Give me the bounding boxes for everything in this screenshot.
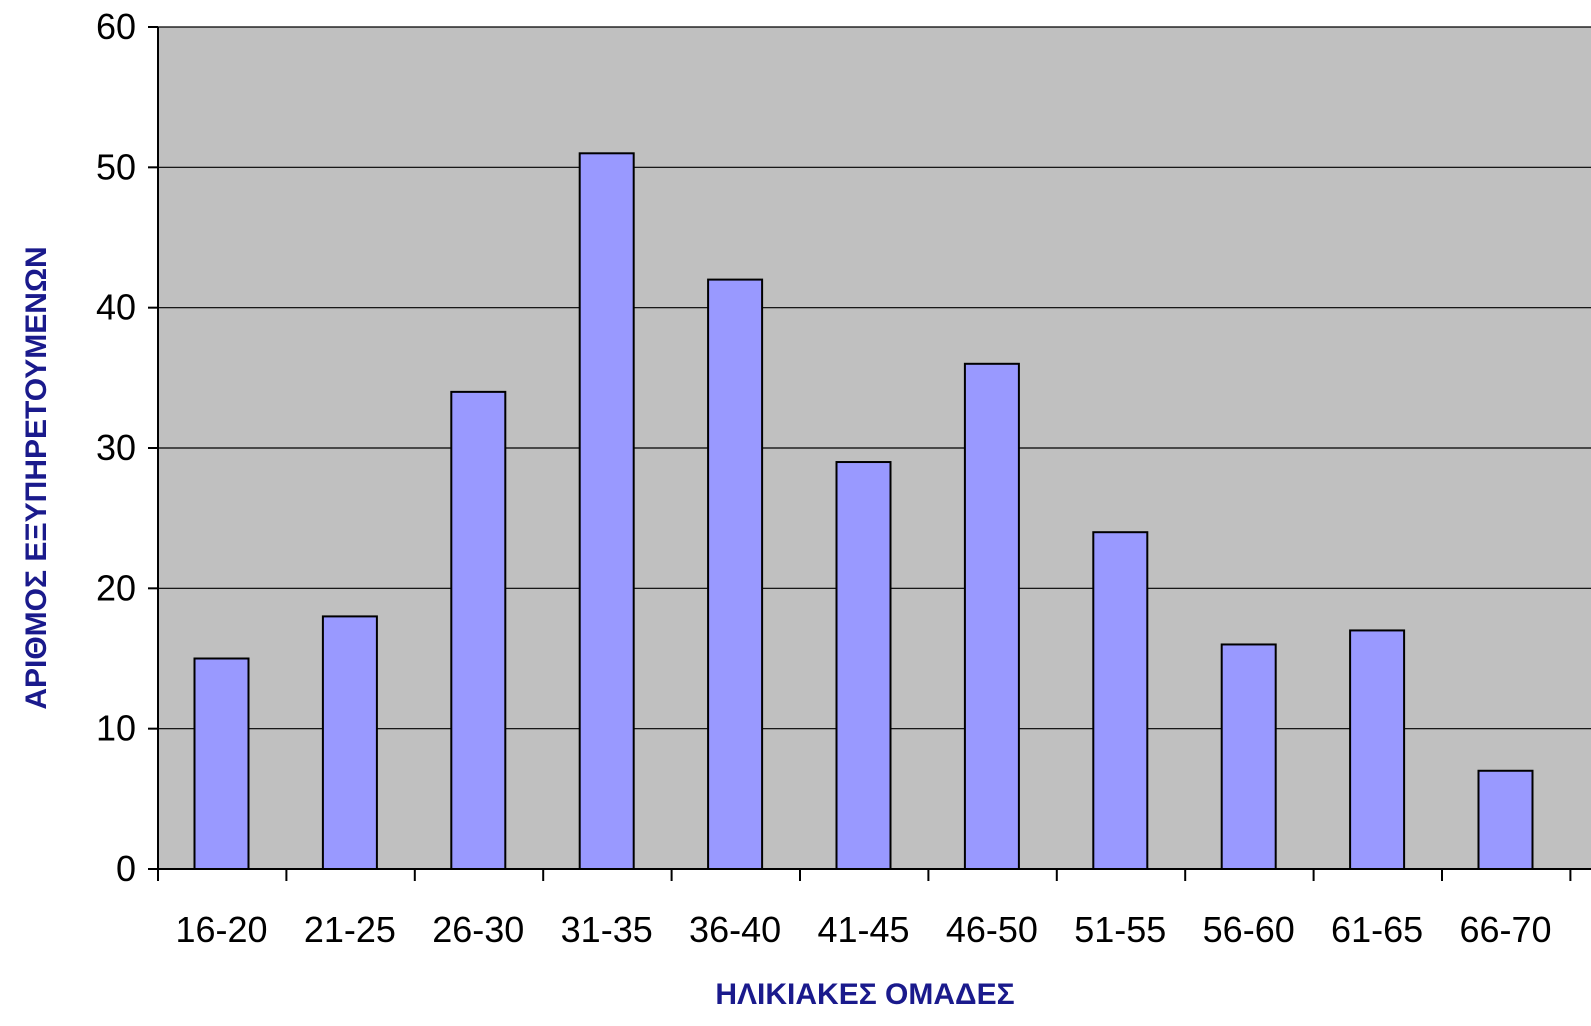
x-tick-label-61-65: 61-65: [1331, 909, 1423, 950]
y-tick-label-20: 20: [96, 567, 136, 608]
x-tick-label-46-50: 46-50: [946, 909, 1038, 950]
x-tick-label-31-35: 31-35: [561, 909, 653, 950]
x-axis-title: ΗΛΙΚΙΑΚΕΣ ΟΜΑΔΕΣ: [715, 978, 1014, 1011]
bar-31-35: [578, 152, 635, 871]
y-tick-label-50: 50: [96, 146, 136, 187]
x-tick-labels: 16-20 21-25 26-30 31-35 36-40 41-45 46-50 51-55…: [175, 909, 1551, 950]
bar-46-50: [963, 362, 1020, 870]
bar-56-60: [1220, 643, 1277, 871]
bar-41-45: [835, 461, 892, 870]
y-tick-label-10: 10: [96, 708, 136, 749]
x-tick-label-66-70: 66-70: [1459, 909, 1551, 950]
x-tick-label-56-60: 56-60: [1203, 909, 1295, 950]
y-axis-title: ΑΡΙΘΜΟΣ ΕΞΥΠΗΡΕΤΟΥΜΕΝΩΝ: [20, 246, 53, 709]
bar-16-20: [193, 657, 250, 870]
y-tick-label-60: 60: [96, 6, 136, 47]
bar-61-65: [1349, 629, 1406, 871]
x-tick-label-51-55: 51-55: [1074, 909, 1166, 950]
bar-51-55: [1092, 531, 1149, 870]
x-tick-label-36-40: 36-40: [689, 909, 781, 950]
y-tick-label-0: 0: [116, 848, 136, 889]
x-tick-label-26-30: 26-30: [432, 909, 524, 950]
x-tick-label-21-25: 21-25: [304, 909, 396, 950]
axes: [148, 26, 1591, 881]
y-tick-label-40: 40: [96, 287, 136, 328]
bar-26-30: [450, 390, 507, 870]
bar-66-70: [1477, 769, 1534, 870]
bar-21-25: [321, 615, 378, 871]
y-tick-label-30: 30: [96, 427, 136, 468]
bars: [193, 152, 1534, 871]
x-tick-label-16-20: 16-20: [175, 909, 267, 950]
x-tick-label-41-45: 41-45: [817, 909, 909, 950]
bar-36-40: [707, 278, 764, 871]
y-tick-labels: 0 10 20 30 40 50 60: [96, 6, 136, 889]
